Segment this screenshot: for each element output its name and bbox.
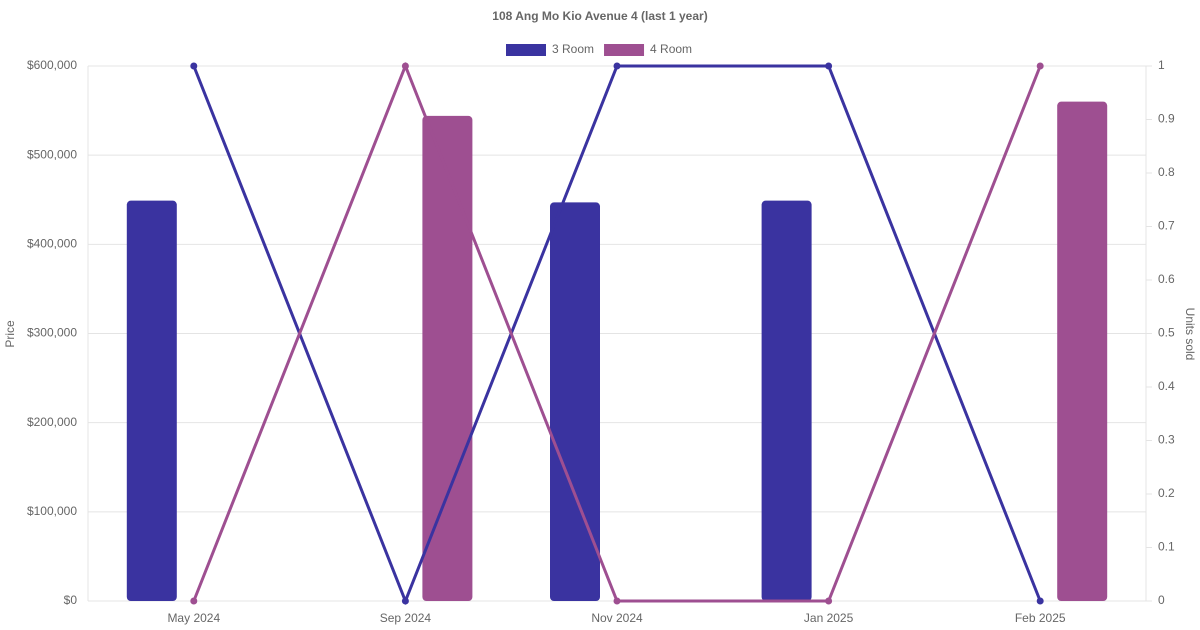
legend-swatch [506, 44, 546, 56]
y2-tick-label: 0.2 [1158, 486, 1175, 500]
point [613, 597, 621, 605]
point [190, 597, 198, 605]
y-tick-label: $600,000 [27, 58, 77, 72]
y2-tick-label: 0.5 [1158, 326, 1175, 340]
point [1036, 62, 1044, 70]
point [613, 62, 621, 70]
y2-tick-label: 0.3 [1158, 433, 1175, 447]
point [825, 597, 833, 605]
y2-tick-label: 0.6 [1158, 272, 1175, 286]
point [190, 62, 198, 70]
y-axis-title: Price [3, 320, 17, 348]
legend-swatch [604, 44, 645, 56]
y2-axis-title: Units sold [1183, 308, 1197, 361]
x-tick-label: Nov 2024 [591, 611, 643, 625]
y2-tick-label: 0.1 [1158, 540, 1175, 554]
point [1036, 597, 1044, 605]
y-tick-label: $100,000 [27, 504, 77, 518]
bar [1057, 101, 1108, 602]
y-tick-label: $0 [64, 593, 78, 607]
bar [422, 115, 473, 601]
bar [761, 200, 812, 601]
y2-tick-label: 0 [1158, 593, 1165, 607]
y-tick-label: $300,000 [27, 326, 77, 340]
bar [126, 200, 177, 601]
point [401, 597, 409, 605]
bar [550, 202, 600, 602]
point [825, 62, 833, 70]
y2-tick-label: 0.9 [1158, 112, 1175, 126]
y-tick-label: $500,000 [27, 147, 77, 161]
y2-tick-label: 0.4 [1158, 379, 1175, 393]
y2-tick-label: 0.8 [1158, 165, 1175, 179]
x-tick-label: May 2024 [167, 611, 220, 625]
x-tick-label: Jan 2025 [804, 611, 854, 625]
y-tick-label: $200,000 [27, 415, 77, 429]
x-tick-label: Sep 2024 [380, 611, 432, 625]
x-tick-label: Feb 2025 [1015, 611, 1066, 625]
point [401, 62, 409, 70]
y2-tick-label: 1 [1158, 58, 1165, 72]
y-tick-label: $400,000 [27, 237, 77, 251]
legend-label: 4 Room [650, 42, 692, 56]
legend-label: 3 Room [552, 42, 594, 56]
y2-tick-label: 0.7 [1158, 219, 1175, 233]
chart-title: 108 Ang Mo Kio Avenue 4 (last 1 year) [492, 9, 707, 23]
